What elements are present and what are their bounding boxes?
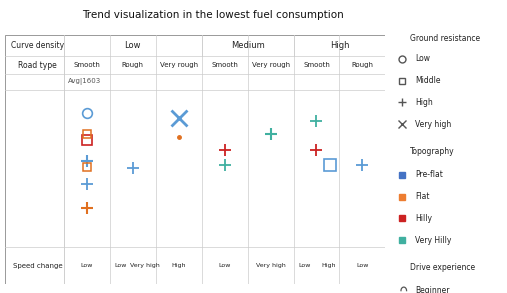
Text: Rough: Rough (122, 62, 144, 68)
Text: Very high: Very high (415, 120, 451, 129)
Text: Topography: Topography (411, 147, 455, 156)
Text: Low: Low (415, 54, 430, 63)
Text: Speed change: Speed change (13, 263, 62, 268)
Text: Very high: Very high (130, 263, 160, 268)
Text: Low: Low (219, 263, 231, 268)
Text: Smooth: Smooth (211, 62, 238, 68)
Text: Low: Low (125, 41, 141, 50)
Text: High: High (171, 263, 186, 268)
Text: Very Hilly: Very Hilly (415, 236, 451, 245)
Text: Low: Low (356, 263, 369, 268)
Text: Flat: Flat (415, 192, 429, 201)
Text: Trend visualization in the lowest fuel consumption: Trend visualization in the lowest fuel c… (82, 10, 344, 20)
Text: Low: Low (298, 263, 310, 268)
Text: Smooth: Smooth (74, 62, 100, 68)
Text: Low: Low (114, 263, 127, 268)
Text: Very rough: Very rough (160, 62, 198, 68)
Text: Medium: Medium (231, 41, 265, 50)
Text: Ground resistance: Ground resistance (411, 34, 481, 43)
Text: Drive experience: Drive experience (411, 263, 476, 272)
Text: Very rough: Very rough (251, 62, 289, 68)
Text: Very high: Very high (256, 263, 285, 268)
Text: Low: Low (81, 263, 93, 268)
Text: Curve density: Curve density (11, 41, 64, 50)
Text: High: High (330, 41, 349, 50)
Text: Beginner: Beginner (415, 286, 449, 293)
Text: Rough: Rough (351, 62, 373, 68)
Text: Avg|1603: Avg|1603 (68, 78, 101, 85)
Text: High: High (415, 98, 432, 107)
Text: Middle: Middle (415, 76, 441, 85)
Text: Smooth: Smooth (303, 62, 330, 68)
Text: High: High (321, 263, 336, 268)
Text: Hilly: Hilly (415, 214, 432, 223)
Text: Pre-flat: Pre-flat (415, 170, 443, 179)
Text: Road type: Road type (18, 61, 57, 69)
